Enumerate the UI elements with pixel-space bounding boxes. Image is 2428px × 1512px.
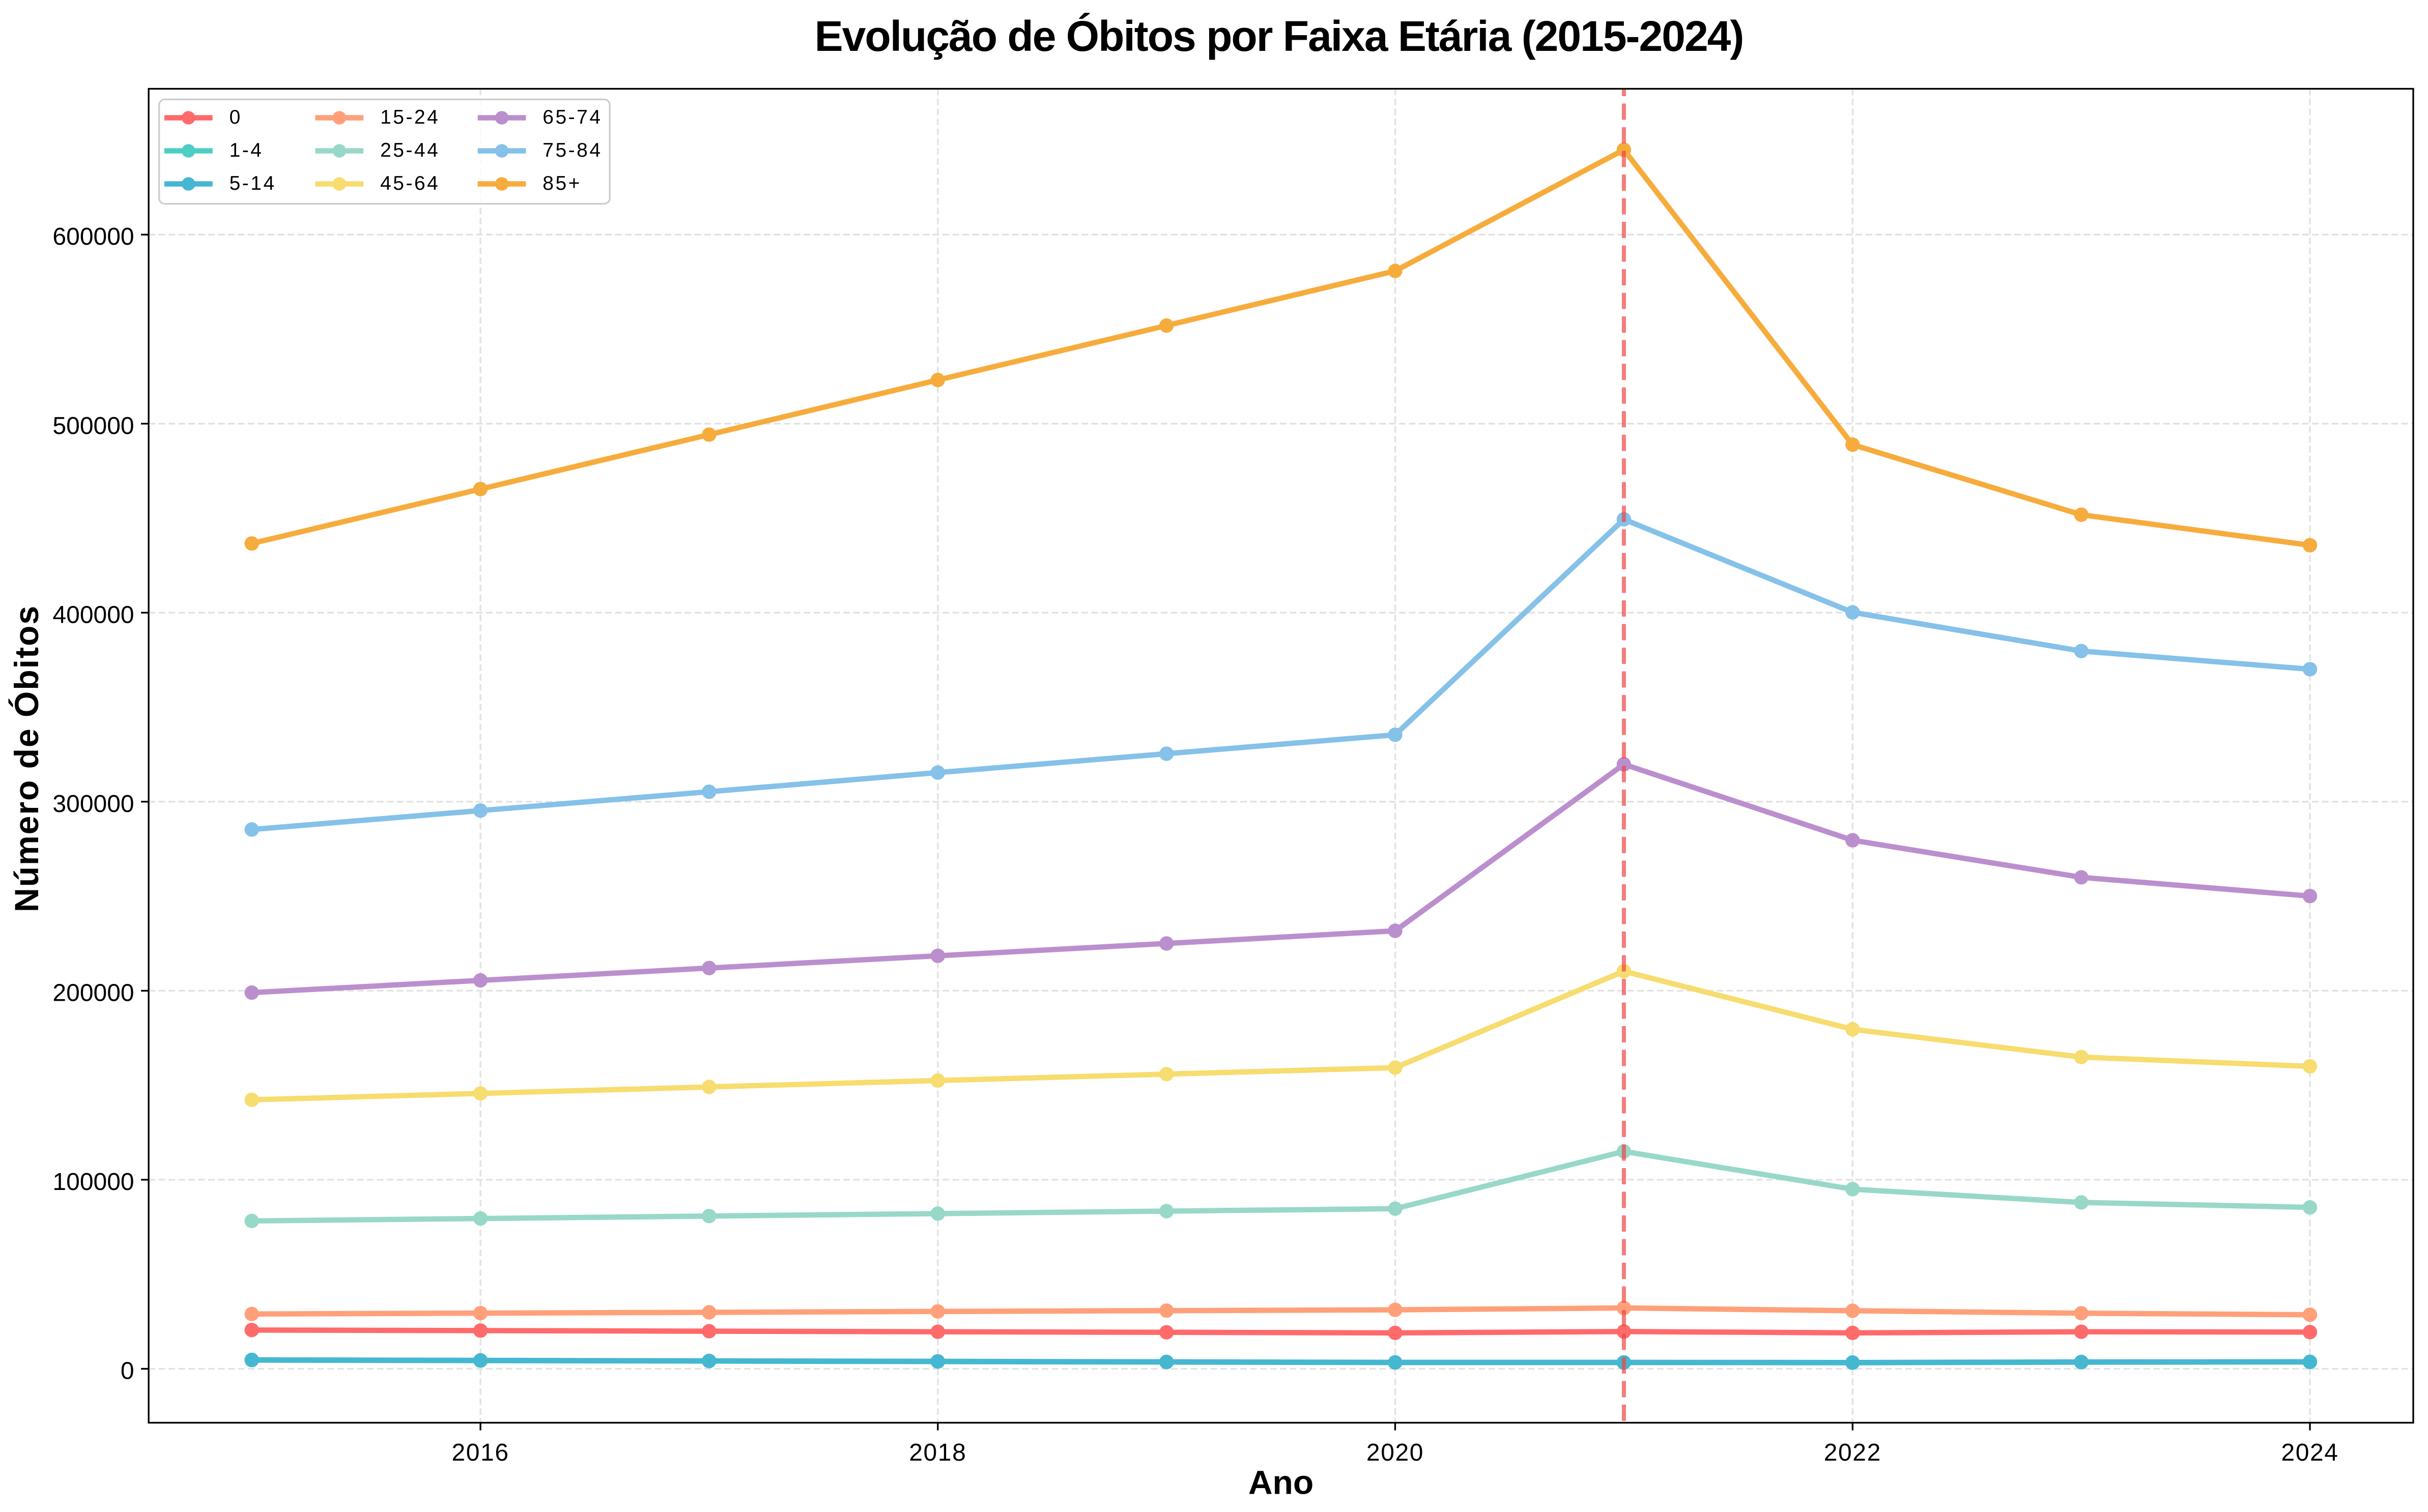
svg-text:100000: 100000 — [52, 1169, 134, 1196]
svg-text:5-14: 5-14 — [230, 172, 276, 194]
svg-text:2018: 2018 — [909, 1439, 966, 1466]
svg-text:1-4: 1-4 — [230, 139, 264, 161]
svg-text:Evolução de Óbitos por Faixa E: Evolução de Óbitos por Faixa Etária (201… — [815, 12, 1744, 60]
svg-text:0: 0 — [230, 106, 242, 128]
svg-text:65-74: 65-74 — [542, 106, 602, 128]
svg-text:2016: 2016 — [452, 1439, 509, 1466]
svg-text:2020: 2020 — [1366, 1439, 1424, 1466]
svg-text:300000: 300000 — [52, 791, 134, 818]
svg-text:2024: 2024 — [2281, 1439, 2338, 1466]
svg-text:600000: 600000 — [52, 223, 134, 250]
svg-text:75-84: 75-84 — [542, 139, 602, 161]
svg-text:Ano: Ano — [1248, 1464, 1313, 1501]
svg-text:400000: 400000 — [52, 601, 134, 628]
svg-text:500000: 500000 — [52, 413, 134, 440]
svg-text:85+: 85+ — [542, 172, 582, 194]
svg-text:25-44: 25-44 — [380, 139, 440, 161]
svg-text:200000: 200000 — [52, 979, 134, 1006]
svg-text:Número de Óbitos: Número de Óbitos — [8, 605, 45, 912]
svg-text:15-24: 15-24 — [380, 106, 440, 128]
svg-text:45-64: 45-64 — [380, 172, 440, 194]
svg-text:2022: 2022 — [1824, 1439, 1881, 1466]
svg-text:0: 0 — [121, 1358, 134, 1385]
